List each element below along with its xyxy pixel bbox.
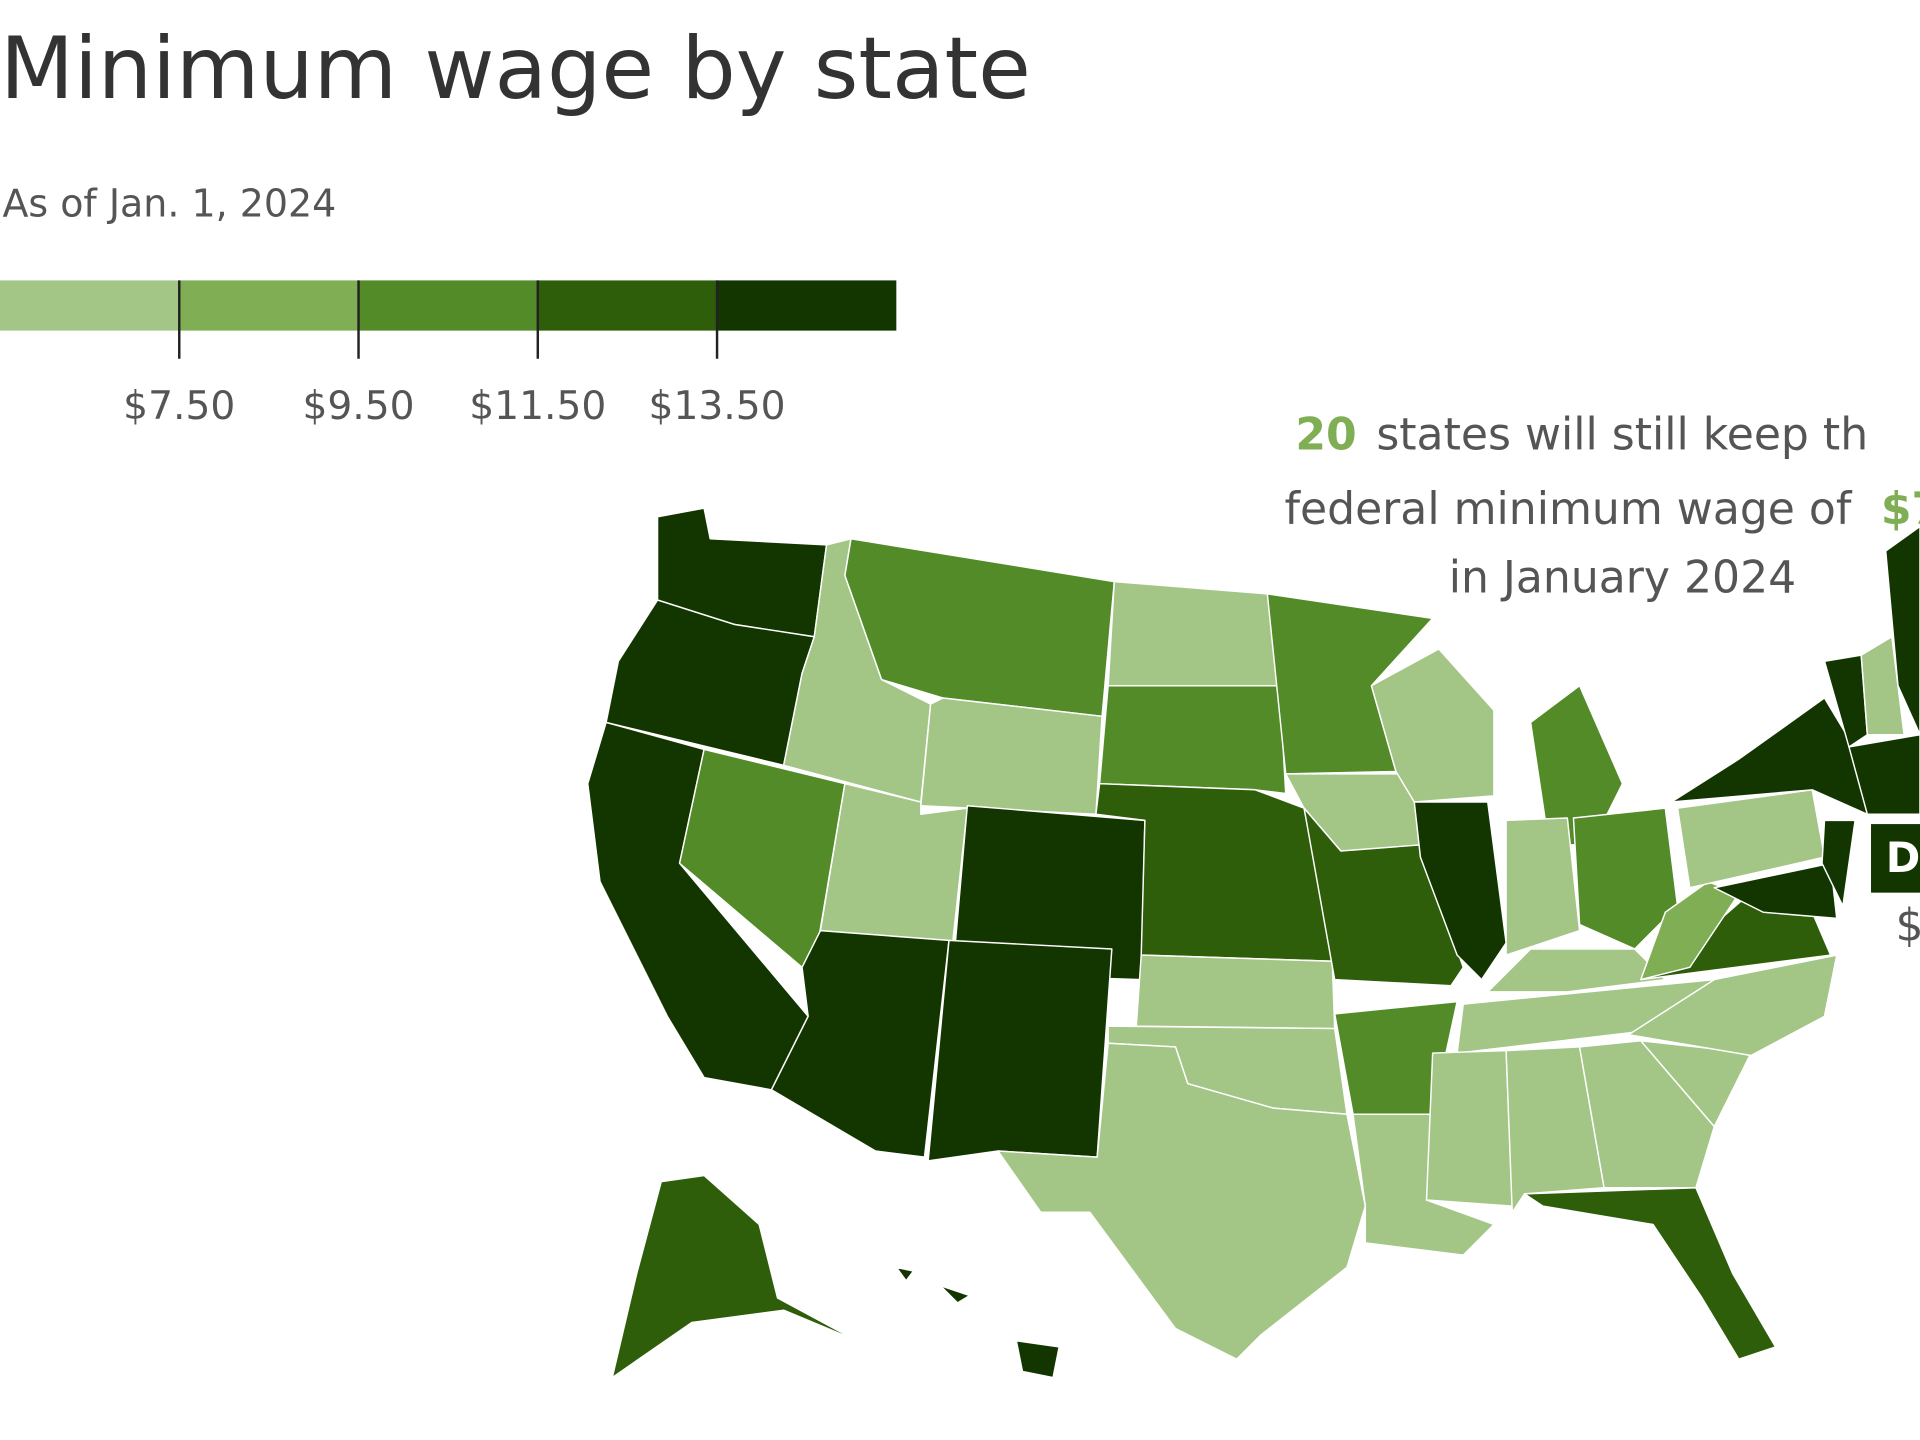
- state: [1860, 636, 1905, 736]
- state: [920, 697, 1103, 816]
- legend-swatch: [358, 280, 538, 331]
- state: [939, 1284, 971, 1304]
- legend-swatch: [0, 280, 180, 331]
- annotation-text: states will still keep th: [1376, 409, 1868, 460]
- state: [1713, 862, 1838, 920]
- state: [1303, 807, 1464, 987]
- state: [1098, 684, 1287, 795]
- title: Minimum wage by state: [0, 19, 1031, 119]
- state: [1821, 819, 1856, 907]
- dc-value: $: [1896, 900, 1920, 951]
- subtitle: As of Jan. 1, 2024: [2, 182, 336, 226]
- annotation-count: 20: [1295, 409, 1356, 460]
- state: [611, 1174, 858, 1379]
- state: [895, 1266, 915, 1282]
- state: [1413, 801, 1507, 981]
- annotation-text: in January 2024: [1449, 553, 1796, 604]
- legend-swatch: [537, 280, 718, 331]
- legend-tick-label: $11.50: [469, 384, 606, 429]
- annotation-amount: $7: [1881, 484, 1920, 535]
- legend-tick-label: $9.50: [302, 384, 414, 429]
- state: [1107, 580, 1281, 687]
- map: [587, 507, 1920, 1379]
- state: [1425, 1049, 1513, 1207]
- state: [1370, 648, 1495, 803]
- legend-tick-label: $13.50: [649, 384, 786, 429]
- state: [1523, 1187, 1777, 1360]
- state: [1640, 1040, 1752, 1128]
- state: [1505, 817, 1581, 956]
- dc-box: [1871, 824, 1920, 893]
- dc-label: D: [1886, 833, 1920, 882]
- state: [1135, 954, 1336, 1030]
- legend-swatch: [179, 280, 359, 331]
- state: [1572, 807, 1679, 950]
- state: [1487, 948, 1667, 993]
- state: [927, 939, 1113, 1162]
- state: [1848, 733, 1920, 816]
- annotation-text: federal minimum wage of: [1284, 484, 1852, 535]
- state: [1578, 1040, 1716, 1189]
- legend-tick-label: $7.50: [123, 384, 235, 429]
- legend-swatch: [717, 280, 897, 331]
- state: [1505, 1046, 1605, 1213]
- state: [1884, 525, 1920, 736]
- legend: $7.50 $9.50 $11.50 $13.50: [0, 280, 897, 429]
- state: [1015, 1340, 1060, 1379]
- state: [1627, 954, 1838, 1057]
